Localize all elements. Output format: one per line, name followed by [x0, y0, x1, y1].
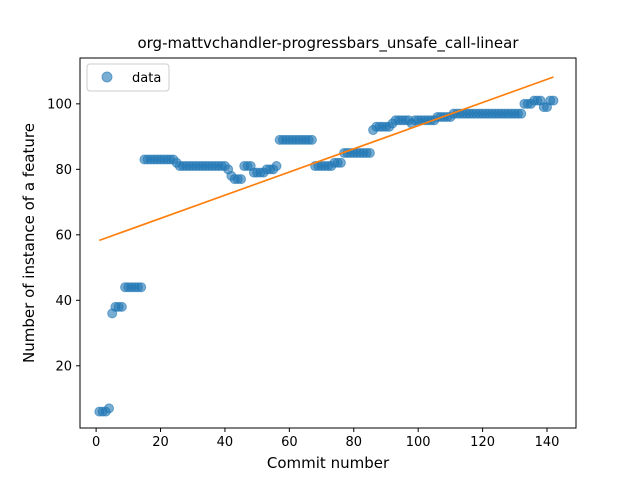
y-tick-label: 40: [55, 294, 72, 309]
legend-marker: [101, 71, 113, 83]
data-point: [271, 161, 282, 172]
y-tick-label: 60: [55, 228, 72, 243]
legend-label: data: [132, 71, 161, 86]
legend-box: [86, 63, 170, 92]
x-axis-title: Commit number: [267, 454, 390, 472]
data-point: [103, 403, 114, 414]
data-point: [335, 157, 346, 168]
plot-area: [79, 57, 577, 429]
data-point: [236, 174, 247, 185]
chart-title: org-mattvchandler-progressbars_unsafe_ca…: [137, 34, 519, 53]
x-tick-label: 80: [345, 435, 362, 450]
y-tick-label: 20: [55, 359, 72, 374]
x-tick-label: 140: [535, 435, 560, 450]
y-axis-title: Number of instance of a feature: [20, 123, 38, 363]
fit-line-group: [99, 76, 554, 242]
y-tick-label: 80: [55, 163, 72, 178]
data-point: [516, 108, 527, 119]
plot-frame: [79, 57, 577, 429]
data-point: [306, 134, 317, 145]
y-axis: 20 40 60 80 100: [47, 97, 80, 374]
x-tick-label: 60: [281, 435, 298, 450]
x-axis: 0 20 40 60 80 100 120 140: [92, 428, 559, 450]
y-tick-label: 100: [47, 97, 72, 112]
data-point: [116, 301, 127, 312]
fit-line: [99, 76, 554, 242]
legend: data: [86, 63, 170, 92]
data-point: [548, 95, 559, 106]
x-tick-label: 100: [406, 435, 431, 450]
x-tick-label: 40: [217, 435, 234, 450]
x-tick-label: 120: [470, 435, 495, 450]
x-tick-label: 0: [92, 435, 100, 450]
data-point: [136, 282, 147, 293]
data-points: [94, 95, 559, 417]
data-point: [364, 147, 375, 158]
x-tick-label: 20: [152, 435, 169, 450]
